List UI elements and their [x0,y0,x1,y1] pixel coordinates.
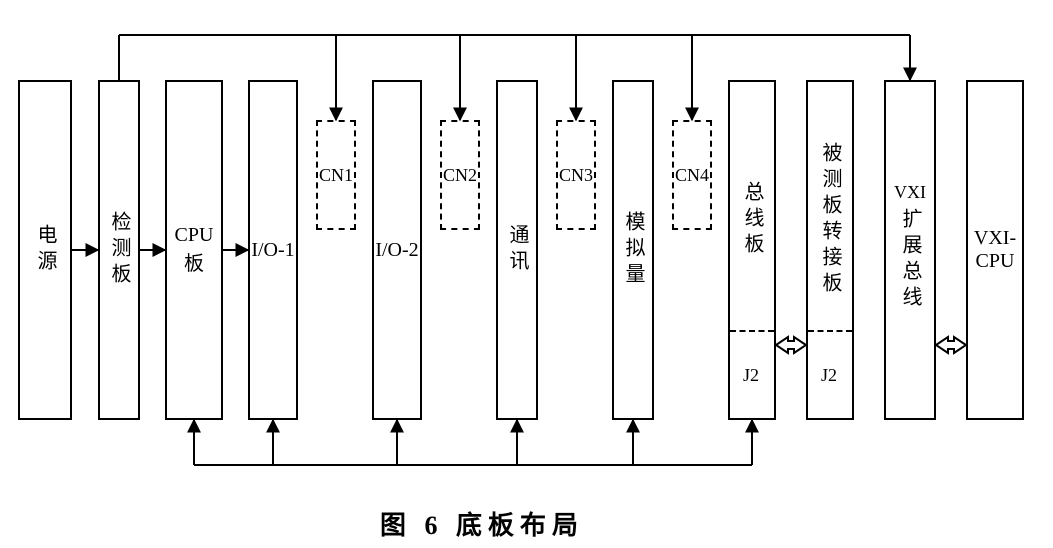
label-power: 电源 [35,224,55,276]
box-comm: 通讯 [496,80,538,420]
label-bus: 总线板 [742,181,762,259]
figure-caption: 图 6 底板布局 [380,505,584,542]
box-io2: I/O-2 [372,80,422,420]
label-vxicpu: VXI-CPU [974,227,1016,273]
label-io2: I/O-2 [375,239,418,262]
box-vxicpu: VXI-CPU [966,80,1024,420]
label-adapter: 被测板转接板 [820,142,840,298]
label-vxiext: VXI扩展总线 [894,181,926,319]
j2-separator [730,330,774,332]
box-cn4: CN4 [672,120,712,230]
label-detect: 检测板 [109,211,129,289]
box-cn2: CN2 [440,120,480,230]
box-cn1: CN1 [316,120,356,230]
label-comm: 通讯 [507,224,527,276]
label-cn1: CN1 [319,165,353,186]
box-io1: I/O-1 [248,80,298,420]
j2-label: J2 [821,365,837,386]
j2-separator [808,330,852,332]
label-io1: I/O-1 [251,239,294,262]
box-cn3: CN3 [556,120,596,230]
label-cn3: CN3 [559,165,593,186]
box-vxiext: VXI扩展总线 [884,80,936,420]
label-cn2: CN2 [443,165,477,186]
box-power: 电源 [18,80,72,420]
label-cn4: CN4 [675,165,709,186]
box-detect: 检测板 [98,80,140,420]
box-cpu: CPU板 [165,80,223,420]
j2-label: J2 [743,365,759,386]
box-analog: 模拟量 [612,80,654,420]
label-cpu: CPU板 [175,224,214,276]
diagram-canvas: 电源 检测板 CPU板 I/O-1 I/O-2 通讯 模拟量 总线板 被测板转接… [0,0,1053,548]
label-analog: 模拟量 [623,211,643,289]
